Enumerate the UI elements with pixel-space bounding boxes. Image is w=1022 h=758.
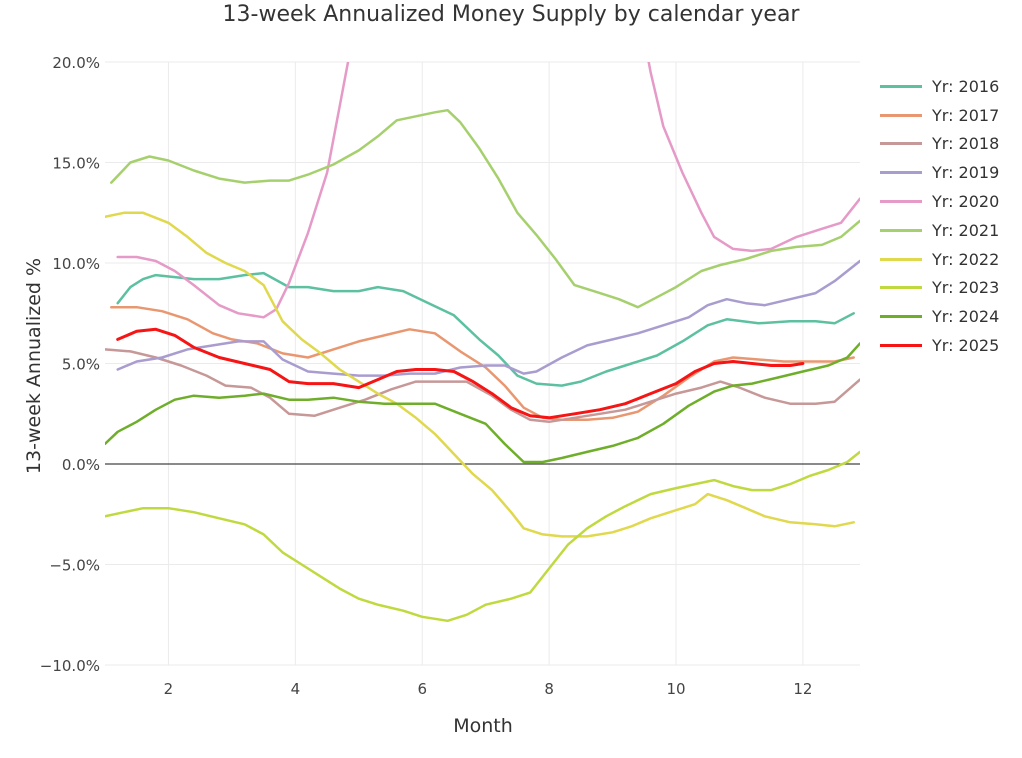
series-line [110, 305, 855, 422]
legend-swatch [880, 257, 922, 261]
legend-item[interactable]: Yr: 2021 [880, 216, 999, 245]
y-tick-label: 20.0% [52, 54, 100, 72]
legend-item[interactable]: Yr: 2020 [880, 187, 999, 216]
legend-swatch [880, 200, 922, 204]
series-line [105, 450, 860, 623]
x-axis-title: Month [453, 715, 513, 737]
series-line [116, 327, 805, 420]
legend-item[interactable]: Yr: 2016 [880, 72, 999, 101]
legend-swatch [880, 171, 922, 175]
legend-swatch [880, 142, 922, 146]
y-tick-label: −10.0% [40, 657, 100, 675]
series-line [116, 259, 860, 377]
legend-swatch [880, 228, 922, 232]
legend-item[interactable]: Yr: 2017 [880, 101, 999, 130]
legend: Yr: 2016 Yr: 2017 Yr: 2018 Yr: 2019 Yr: 2020… [880, 72, 999, 360]
legend-item[interactable]: Yr: 2022 [880, 245, 999, 274]
legend-label: Yr: 2017 [932, 105, 1000, 125]
series-line [105, 211, 855, 538]
legend-label: Yr: 2023 [932, 278, 1000, 298]
x-tick-label: 6 [417, 680, 427, 698]
legend-item[interactable]: Yr: 2018 [880, 130, 999, 159]
legend-item[interactable]: Yr: 2024 [880, 302, 999, 331]
series-line [105, 348, 860, 424]
series-line [116, 271, 855, 387]
series-lines [105, 62, 860, 623]
tick-labels: 2 4 6 8 10 12 −10.0% −5.0% 0.0% 5.0% 10.0% 15.0% 20.… [40, 54, 813, 698]
x-tick-label: 10 [666, 680, 685, 698]
legend-label: Yr: 2024 [932, 307, 1000, 327]
y-tick-label: 5.0% [62, 356, 100, 374]
legend-label: Yr: 2016 [932, 76, 1000, 96]
legend-item[interactable]: Yr: 2023 [880, 274, 999, 303]
series-line [647, 62, 860, 253]
series-line [105, 342, 860, 464]
legend-swatch [880, 315, 922, 319]
legend-label: Yr: 2025 [932, 336, 1000, 356]
legend-label: Yr: 2018 [932, 134, 1000, 154]
legend-item[interactable]: Yr: 2025 [880, 331, 999, 360]
legend-label: Yr: 2020 [932, 192, 1000, 212]
legend-item[interactable]: Yr: 2019 [880, 158, 999, 187]
y-tick-label: 15.0% [52, 155, 100, 173]
legend-swatch [880, 344, 922, 348]
y-tick-label: 10.0% [52, 255, 100, 273]
series-line [110, 108, 860, 309]
x-tick-label: 4 [291, 680, 301, 698]
legend-label: Yr: 2021 [932, 220, 1000, 240]
series-line [116, 62, 350, 319]
x-tick-label: 8 [544, 680, 554, 698]
x-tick-label: 2 [164, 680, 174, 698]
legend-swatch [880, 286, 922, 290]
x-tick-label: 12 [793, 680, 812, 698]
chart-title: 13-week Annualized Money Supply by calen… [222, 2, 800, 27]
y-tick-label: −5.0% [49, 557, 100, 575]
legend-swatch [880, 84, 922, 88]
y-tick-label: 0.0% [62, 456, 100, 474]
legend-label: Yr: 2019 [932, 163, 1000, 183]
legend-swatch [880, 113, 922, 117]
legend-label: Yr: 2022 [932, 249, 1000, 269]
